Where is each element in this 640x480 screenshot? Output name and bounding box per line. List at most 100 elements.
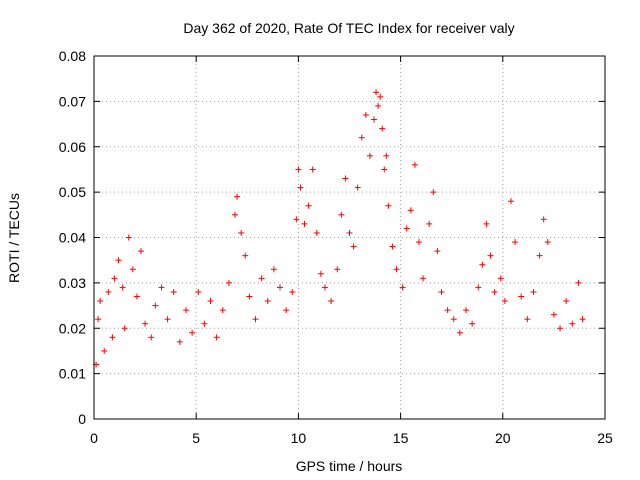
data-point — [475, 284, 482, 291]
data-point — [415, 239, 422, 246]
y-tick-label: 0.03 — [59, 275, 86, 291]
data-point — [293, 216, 300, 223]
data-point — [182, 307, 189, 314]
data-point — [407, 207, 414, 214]
x-tick-label: 25 — [597, 430, 613, 446]
data-point — [142, 320, 149, 327]
chart-title: Day 362 of 2020, Rate Of TEC Index for r… — [183, 20, 514, 36]
data-point — [213, 334, 220, 341]
data-point — [507, 198, 514, 205]
data-point — [264, 298, 271, 305]
data-point — [195, 288, 202, 295]
data-points — [93, 89, 586, 368]
y-axis-ticks: 0 0.01 0.02 0.03 0.04 0.05 0.06 0.07 0.08 — [59, 48, 605, 427]
y-tick-label: 0.08 — [59, 48, 86, 64]
data-point — [309, 166, 316, 173]
data-point — [242, 252, 249, 259]
data-point — [399, 284, 406, 291]
data-point — [238, 229, 245, 236]
data-point — [393, 266, 400, 273]
data-point — [258, 275, 265, 282]
data-point — [138, 248, 145, 255]
x-tick-label: 10 — [291, 430, 307, 446]
y-tick-label: 0.06 — [59, 139, 86, 155]
data-point — [201, 320, 208, 327]
data-point — [129, 266, 136, 273]
data-point — [536, 252, 543, 259]
y-tick-label: 0.07 — [59, 93, 86, 109]
data-point — [497, 275, 504, 282]
data-point — [105, 288, 112, 295]
data-point — [121, 325, 128, 332]
data-point — [379, 125, 386, 132]
data-point — [346, 229, 353, 236]
data-point — [119, 284, 126, 291]
y-tick-label: 0 — [78, 411, 86, 427]
data-point — [377, 93, 384, 100]
data-point — [283, 307, 290, 314]
x-axis-ticks: 0 5 10 15 20 25 — [90, 56, 613, 446]
data-point — [232, 211, 239, 218]
data-point — [524, 316, 531, 323]
y-tick-label: 0.02 — [59, 320, 86, 336]
y-tick-label: 0.01 — [59, 366, 86, 382]
data-point — [557, 325, 564, 332]
data-point — [97, 298, 104, 305]
data-point — [338, 211, 345, 218]
x-axis-label: GPS time / hours — [296, 458, 403, 474]
data-point — [483, 220, 490, 227]
x-tick-label: 15 — [393, 430, 409, 446]
data-point — [463, 307, 470, 314]
data-point — [426, 220, 433, 227]
data-point — [550, 311, 557, 318]
data-point — [225, 279, 232, 286]
data-point — [305, 202, 312, 209]
data-point — [358, 134, 365, 141]
data-point — [148, 334, 155, 341]
data-point — [289, 288, 296, 295]
data-point — [334, 266, 341, 273]
data-point — [164, 316, 171, 323]
data-point — [101, 347, 108, 354]
x-tick-label: 20 — [495, 430, 511, 446]
y-axis-label: ROTI / TECUs — [6, 193, 22, 283]
data-point — [328, 298, 335, 305]
data-point — [95, 316, 102, 323]
data-point — [176, 338, 183, 345]
data-point — [111, 275, 118, 282]
data-point — [133, 293, 140, 300]
data-point — [115, 257, 122, 264]
data-point — [563, 298, 570, 305]
data-point — [383, 152, 390, 159]
y-tick-label: 0.04 — [59, 230, 86, 246]
data-point — [434, 248, 441, 255]
data-point — [579, 316, 586, 323]
data-point — [342, 175, 349, 182]
data-point — [501, 298, 508, 305]
data-point — [373, 89, 380, 96]
data-point — [569, 320, 576, 327]
grid-lines — [94, 56, 605, 419]
data-point — [313, 229, 320, 236]
data-point — [456, 329, 463, 336]
data-point — [487, 252, 494, 259]
data-point — [152, 302, 159, 309]
data-point — [246, 293, 253, 300]
data-point — [270, 266, 277, 273]
data-point — [544, 239, 551, 246]
data-point — [125, 234, 132, 241]
data-point — [403, 225, 410, 232]
data-point — [252, 316, 259, 323]
data-point — [321, 284, 328, 291]
data-point — [491, 288, 498, 295]
data-point — [317, 270, 324, 277]
data-point — [575, 279, 582, 286]
data-point — [277, 284, 284, 291]
data-point — [430, 189, 437, 196]
data-point — [297, 184, 304, 191]
data-point — [375, 102, 382, 109]
data-point — [385, 202, 392, 209]
x-tick-label: 5 — [192, 430, 200, 446]
x-tick-label: 0 — [90, 430, 98, 446]
